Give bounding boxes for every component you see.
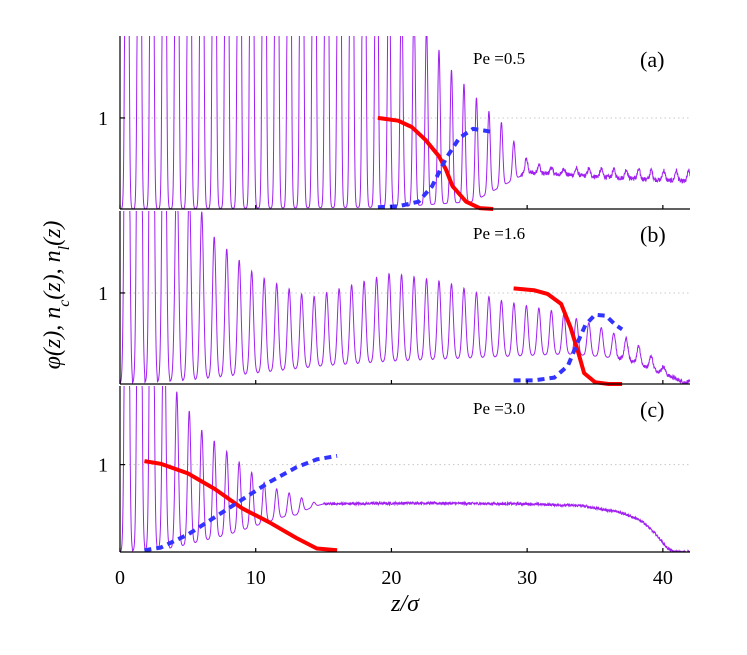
x-axis-title: z/σ (390, 591, 420, 617)
phi-series (120, 36, 690, 209)
ylabel-n2: n (40, 250, 66, 262)
ylabel-n: n (40, 307, 66, 319)
pe-annotation: Pe =3.0 (473, 399, 525, 418)
pe-annotation: Pe =0.5 (473, 49, 525, 68)
nl-series (144, 453, 338, 553)
ylabel-phi: φ(z), (40, 319, 66, 370)
ylabel-sub-l: l (56, 245, 73, 250)
y-tick-label: 1 (98, 283, 108, 305)
x-tick-label: 10 (246, 567, 266, 589)
y-tick-label: 1 (98, 108, 108, 130)
y-tick-label: 1 (98, 455, 108, 477)
nc-series (513, 286, 623, 386)
phi-series (120, 386, 690, 552)
panel-label: (c) (640, 397, 664, 422)
panel-c: 1 Pe =3.0 (c) (98, 386, 690, 553)
x-tick-label: 40 (653, 567, 673, 589)
panel-a: 1 Pe =0.5 (a) (98, 36, 690, 211)
panel-b: 1 Pe =1.6 (b) (98, 211, 690, 386)
nl-series (513, 312, 624, 383)
nc-series (144, 459, 338, 553)
ylabel-sub-c: c (56, 300, 73, 307)
x-tick-label: 20 (381, 567, 401, 589)
y-axis-title: φ(z), nc(z), nl(z) (40, 221, 73, 370)
ylabel-z2: (z) (40, 221, 66, 246)
nl-series (377, 126, 491, 210)
panel-label: (b) (640, 222, 666, 247)
panel-label: (a) (640, 47, 664, 72)
pe-annotation: Pe =1.6 (473, 224, 525, 243)
x-tick-label: 0 (115, 567, 125, 589)
ylabel-z1: (z), (40, 262, 66, 299)
phi-series (120, 211, 690, 384)
x-tick-label: 30 (517, 567, 537, 589)
